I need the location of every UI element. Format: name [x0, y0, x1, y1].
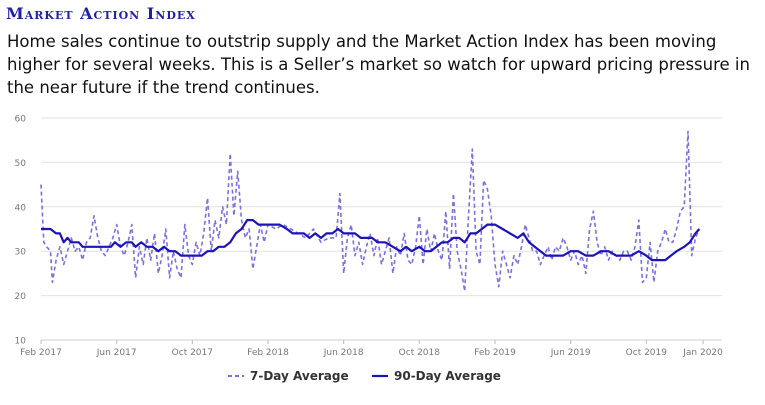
y-tick-label: 20: [15, 292, 27, 302]
series-90-day-line: [41, 219, 701, 262]
y-tick-label: 50: [15, 159, 27, 169]
legend-label-90-day: 90-Day Average: [394, 369, 501, 383]
solid-line-icon: [372, 374, 388, 378]
x-tick-label: Jun 2017: [96, 348, 137, 358]
x-tick-label: Feb 2018: [247, 348, 289, 358]
x-tick-label: Jun 2019: [550, 348, 591, 358]
x-tick-label: Oct 2017: [172, 348, 213, 358]
x-tick-label: Oct 2019: [626, 348, 668, 358]
x-tick-label: Feb 2017: [20, 348, 62, 358]
x-tick-label: Feb 2019: [474, 348, 516, 358]
legend-item-7-day[interactable]: 7-Day Average: [228, 369, 349, 383]
legend-item-90-day[interactable]: 90-Day Average: [372, 369, 501, 383]
x-tick-label: Jun 2018: [323, 348, 364, 358]
chart-legend: 7-Day Average 90-Day Average: [0, 369, 765, 389]
market-action-chart: 10 20 30 40 50 60 Feb 2017 Jun 2017 Oct 2017 Feb …: [15, 115, 724, 359]
section-title: Market Action Index: [6, 4, 196, 23]
y-tick-label: 10: [15, 337, 27, 347]
legend-label-7-day: 7-Day Average: [250, 369, 349, 383]
x-tick-label: Jan 2020: [682, 348, 723, 358]
y-tick-label: 60: [15, 115, 27, 125]
x-tick-label: Oct 2018: [399, 348, 441, 358]
market-description: Home sales continue to outstrip supply a…: [7, 32, 750, 97]
y-tick-label: 30: [15, 248, 27, 258]
dashed-line-icon: [228, 375, 244, 377]
series-7-day-line: [40, 130, 701, 292]
y-tick-label: 40: [15, 203, 27, 213]
